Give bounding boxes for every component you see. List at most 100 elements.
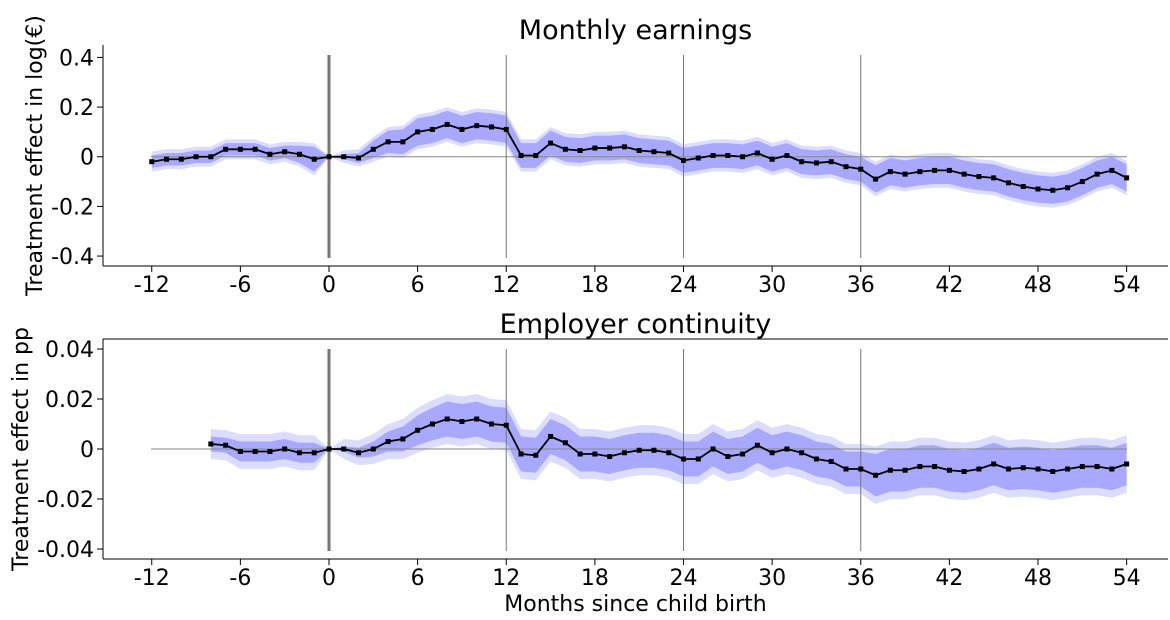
point-marker [592,145,598,151]
point-marker [193,154,199,160]
point-marker [370,446,376,452]
y-tick-label: 0.02 [45,388,94,413]
x-tick-label: 18 [581,566,609,591]
y-tick-label: 0.04 [45,338,94,363]
point-marker [651,447,657,453]
x-tick-label: 24 [670,566,698,591]
point-marker [666,450,672,456]
point-marker [828,159,834,165]
x-tick-label: 6 [411,566,425,591]
point-marker [533,153,539,158]
point-marker [548,434,554,439]
point-marker [415,427,421,433]
point-marker [415,129,421,135]
point-marker [858,466,864,472]
point-marker [1020,465,1026,471]
point-marker [488,124,494,130]
point-marker [858,166,864,172]
point-marker [1109,167,1115,173]
point-marker [223,146,229,152]
point-marker [562,146,568,152]
y-tick-label: 0 [80,146,94,171]
point-marker [681,157,687,163]
point-marker [1035,186,1041,192]
point-marker [725,454,731,459]
point-marker [873,472,879,478]
point-marker [237,449,243,454]
point-marker [474,123,480,129]
point-marker [710,153,716,158]
point-marker [592,451,598,457]
point-marker [725,153,731,158]
point-marker [444,121,450,127]
point-marker [1094,464,1100,469]
point-marker [917,464,923,469]
point-marker [1005,180,1011,186]
point-marker [1079,179,1085,185]
point-marker [223,442,229,448]
point-marker [740,154,746,160]
point-marker [518,451,524,457]
point-marker [843,466,849,472]
point-marker [164,156,170,162]
point-marker [902,467,908,473]
point-marker [444,416,450,422]
point-marker [843,164,849,170]
point-marker [282,149,288,155]
point-marker [341,154,347,160]
x-tick-label: 30 [758,273,786,298]
x-tick-label: -12 [134,273,170,298]
point-marker [1065,466,1071,472]
x-tick-label: 42 [935,566,963,591]
y-tick-label: 0.4 [59,46,94,71]
y-tick-label: -0.02 [37,488,94,513]
point-marker [356,155,362,161]
point-marker [961,469,967,474]
point-marker [681,456,687,462]
point-marker [1035,466,1041,472]
point-marker [1005,466,1011,472]
point-marker [1124,461,1130,467]
point-marker [208,154,214,160]
point-marker [607,145,613,151]
point-marker [695,155,701,161]
point-marker [1050,469,1056,474]
x-tick-label: 6 [411,273,425,298]
point-marker [385,439,391,444]
point-marker [503,126,509,132]
x-tick-label: 42 [935,273,963,298]
point-marker [252,449,258,454]
point-marker [577,451,583,457]
point-marker [769,450,775,456]
point-marker [607,454,613,459]
point-marker [562,440,568,446]
point-marker [488,421,494,427]
point-marker [267,449,273,454]
point-marker [548,140,554,146]
x-tick-label: 54 [1113,273,1141,298]
x-tick-label: -6 [229,273,251,298]
point-marker [296,450,302,456]
point-marker [666,150,672,156]
x-tick-label: 24 [670,273,698,298]
point-marker [1094,171,1100,177]
point-marker [799,159,805,165]
point-marker [991,461,997,467]
point-marker [518,153,524,158]
y-axis-label: Treatment effect in log(€) [23,15,48,297]
y-axis-label: Treatment effect in pp [9,327,34,572]
y-tick-label: -0.2 [51,195,94,220]
point-marker [636,447,642,453]
x-tick-label: 48 [1024,566,1052,591]
point-marker [341,446,347,452]
point-marker [946,467,952,473]
point-marker [1020,184,1026,190]
point-marker [356,450,362,456]
point-marker [459,419,465,424]
point-marker [1109,466,1115,472]
point-marker [621,144,627,150]
point-marker [932,464,938,469]
point-marker [946,167,952,173]
point-marker [1065,185,1071,191]
point-marker [932,167,938,173]
